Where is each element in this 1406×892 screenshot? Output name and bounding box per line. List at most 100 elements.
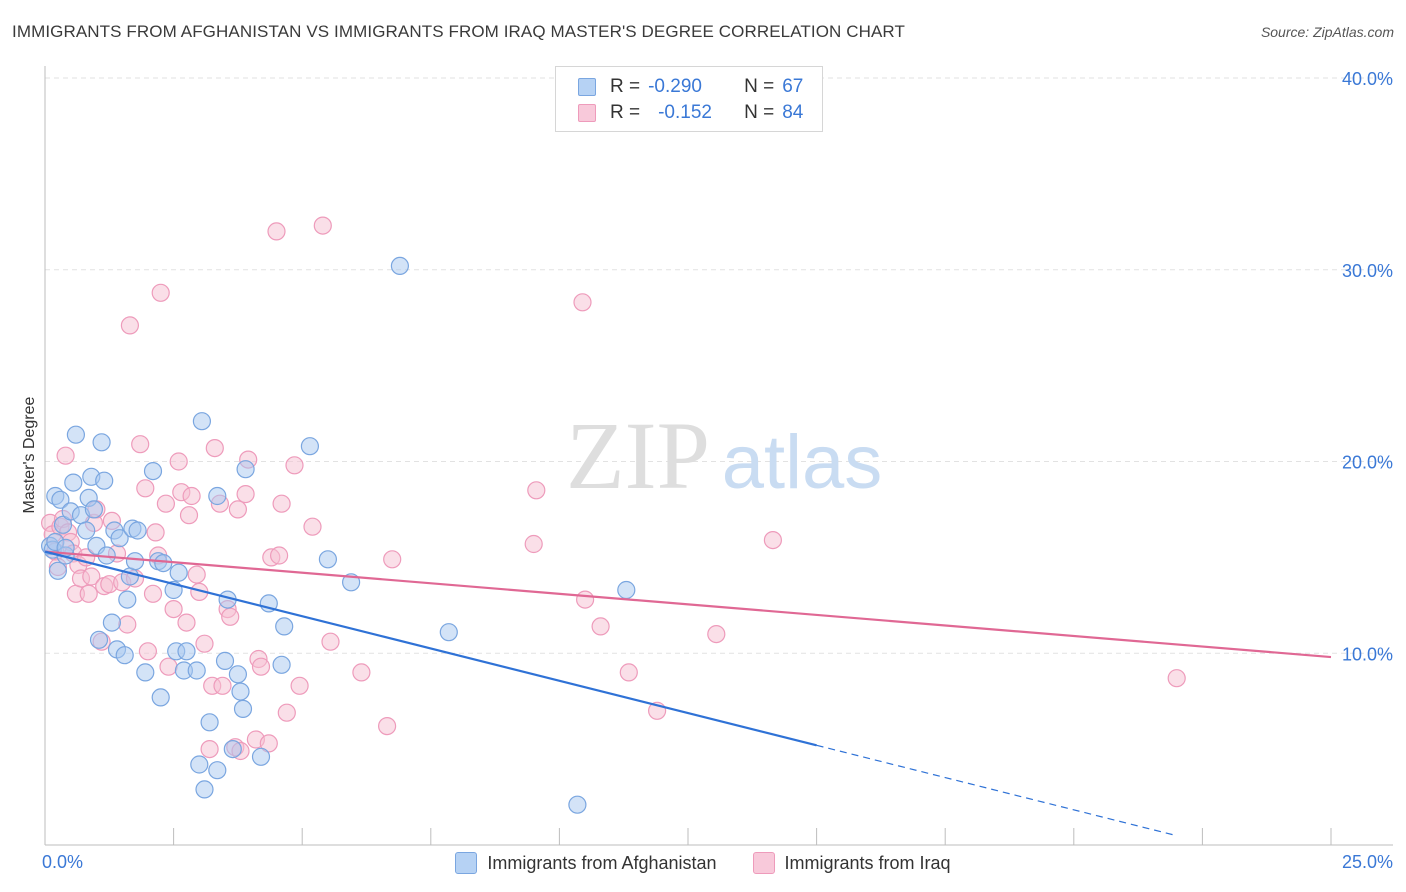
series-legend-afghanistan[interactable]: Immigrants from Afghanistan	[455, 852, 717, 874]
data-point-iraq	[120, 316, 139, 335]
data-point-afghanistan	[617, 580, 636, 600]
data-point-afghanistan	[95, 471, 114, 490]
data-point-iraq	[1167, 669, 1186, 688]
data-point-iraq	[383, 550, 402, 569]
data-point-afghanistan	[66, 425, 86, 444]
watermark: ZIP atlas	[566, 402, 882, 509]
y-tick-label: 30.0%	[1342, 261, 1393, 281]
trend-line-iraq	[44, 550, 1332, 659]
data-point-afghanistan	[151, 688, 170, 707]
correlation-legend: R = -0.290 N = 67 R = -0.152 N = 84	[555, 66, 823, 132]
data-point-afghanistan	[223, 739, 242, 759]
afghanistan-points	[40, 256, 636, 814]
legend-n-value-iraq: 84	[782, 102, 804, 123]
data-point-afghanistan	[190, 755, 209, 774]
data-point-afghanistan	[251, 747, 271, 766]
data-point-iraq	[221, 607, 240, 626]
data-point-afghanistan	[208, 761, 227, 780]
x-tick-label-max: 25.0%	[1341, 852, 1393, 872]
series-legend-iraq[interactable]: Immigrants from Iraq	[752, 852, 951, 874]
data-point-iraq	[524, 534, 543, 554]
data-point-afghanistan	[92, 433, 111, 452]
data-point-iraq	[213, 676, 232, 695]
data-point-afghanistan	[439, 623, 458, 642]
data-point-iraq	[143, 584, 163, 603]
legend-r-value-iraq: -0.152	[658, 102, 712, 123]
series-swatch-afghanistan	[455, 852, 478, 874]
data-point-iraq	[270, 546, 289, 565]
data-point-iraq	[205, 439, 224, 458]
data-point-iraq	[352, 663, 371, 682]
trend-line-afghanistan	[44, 550, 817, 747]
data-point-afghanistan	[187, 661, 206, 680]
data-point-afghanistan	[200, 713, 219, 732]
data-point-iraq	[131, 435, 150, 454]
data-point-afghanistan	[177, 642, 196, 661]
legend-n-value-afghanistan: 67	[782, 76, 804, 97]
data-point-iraq	[118, 615, 137, 634]
data-point-afghanistan	[275, 617, 294, 636]
data-point-afghanistan	[118, 590, 137, 609]
data-point-afghanistan	[115, 646, 134, 665]
data-point-afghanistan	[233, 699, 253, 719]
chart-title: IMMIGRANTS FROM AFGHANISTAN VS IMMIGRANT…	[12, 22, 905, 41]
y-axis-title: Master's Degree	[21, 396, 38, 514]
data-point-iraq	[159, 657, 178, 676]
data-point-iraq	[277, 703, 296, 722]
data-point-iraq	[285, 456, 304, 475]
data-point-afghanistan	[110, 529, 129, 548]
legend-row-afghanistan: R = -0.290 N = 67	[578, 75, 803, 99]
data-point-iraq	[303, 517, 322, 536]
data-point-afghanistan	[89, 630, 109, 649]
data-point-afghanistan	[128, 521, 147, 540]
series-legend: Immigrants from Afghanistan Immigrants f…	[0, 852, 1406, 874]
data-point-iraq	[290, 676, 309, 695]
legend-r-value-afghanistan: -0.290	[648, 76, 702, 97]
data-point-iraq	[182, 486, 201, 506]
data-point-afghanistan	[125, 552, 145, 571]
watermark-atlas: atlas	[722, 420, 883, 505]
legend-swatch-afghanistan	[578, 78, 596, 96]
data-point-iraq	[177, 613, 196, 632]
trend-lines	[44, 550, 1332, 837]
trend-line-afghanistan-extension	[816, 744, 1177, 837]
data-point-iraq	[195, 634, 214, 653]
data-point-iraq	[321, 632, 340, 651]
series-swatch-iraq	[752, 852, 775, 874]
data-point-afghanistan	[300, 437, 319, 456]
data-point-afghanistan	[272, 655, 291, 674]
chart-source: Source: ZipAtlas.com	[1260, 24, 1394, 40]
data-point-afghanistan	[154, 553, 173, 573]
legend-r-label: R =	[610, 102, 641, 123]
y-tick-labels: 10.0% 20.0% 30.0% 40.0%	[1342, 69, 1393, 664]
legend-r-label: R =	[610, 76, 641, 97]
data-point-afghanistan	[48, 561, 68, 580]
data-point-iraq	[164, 599, 183, 619]
data-point-iraq	[187, 565, 206, 584]
y-tick-label: 10.0%	[1342, 644, 1393, 664]
data-point-iraq	[619, 663, 638, 682]
legend-n-label: N =	[744, 76, 775, 97]
data-point-iraq	[272, 494, 291, 513]
data-point-iraq	[236, 485, 255, 504]
gridlines	[45, 77, 1393, 654]
data-point-afghanistan	[231, 682, 250, 701]
data-point-iraq	[169, 452, 188, 471]
data-point-afghanistan	[136, 663, 155, 682]
watermark-zip: ZIP	[566, 402, 710, 509]
data-point-iraq	[82, 567, 101, 586]
data-point-iraq	[267, 222, 286, 241]
data-point-iraq	[573, 293, 592, 312]
legend-row-iraq: R = -0.152 N = 84	[578, 101, 803, 125]
data-point-iraq	[146, 523, 165, 542]
data-point-iraq	[378, 716, 397, 736]
data-point-iraq	[313, 216, 332, 235]
data-point-iraq	[79, 584, 98, 603]
data-point-iraq	[200, 739, 219, 759]
data-point-afghanistan	[236, 460, 255, 479]
data-point-iraq	[138, 642, 157, 661]
axes	[44, 66, 1393, 846]
data-point-iraq	[156, 494, 175, 513]
data-point-afghanistan	[51, 490, 70, 509]
